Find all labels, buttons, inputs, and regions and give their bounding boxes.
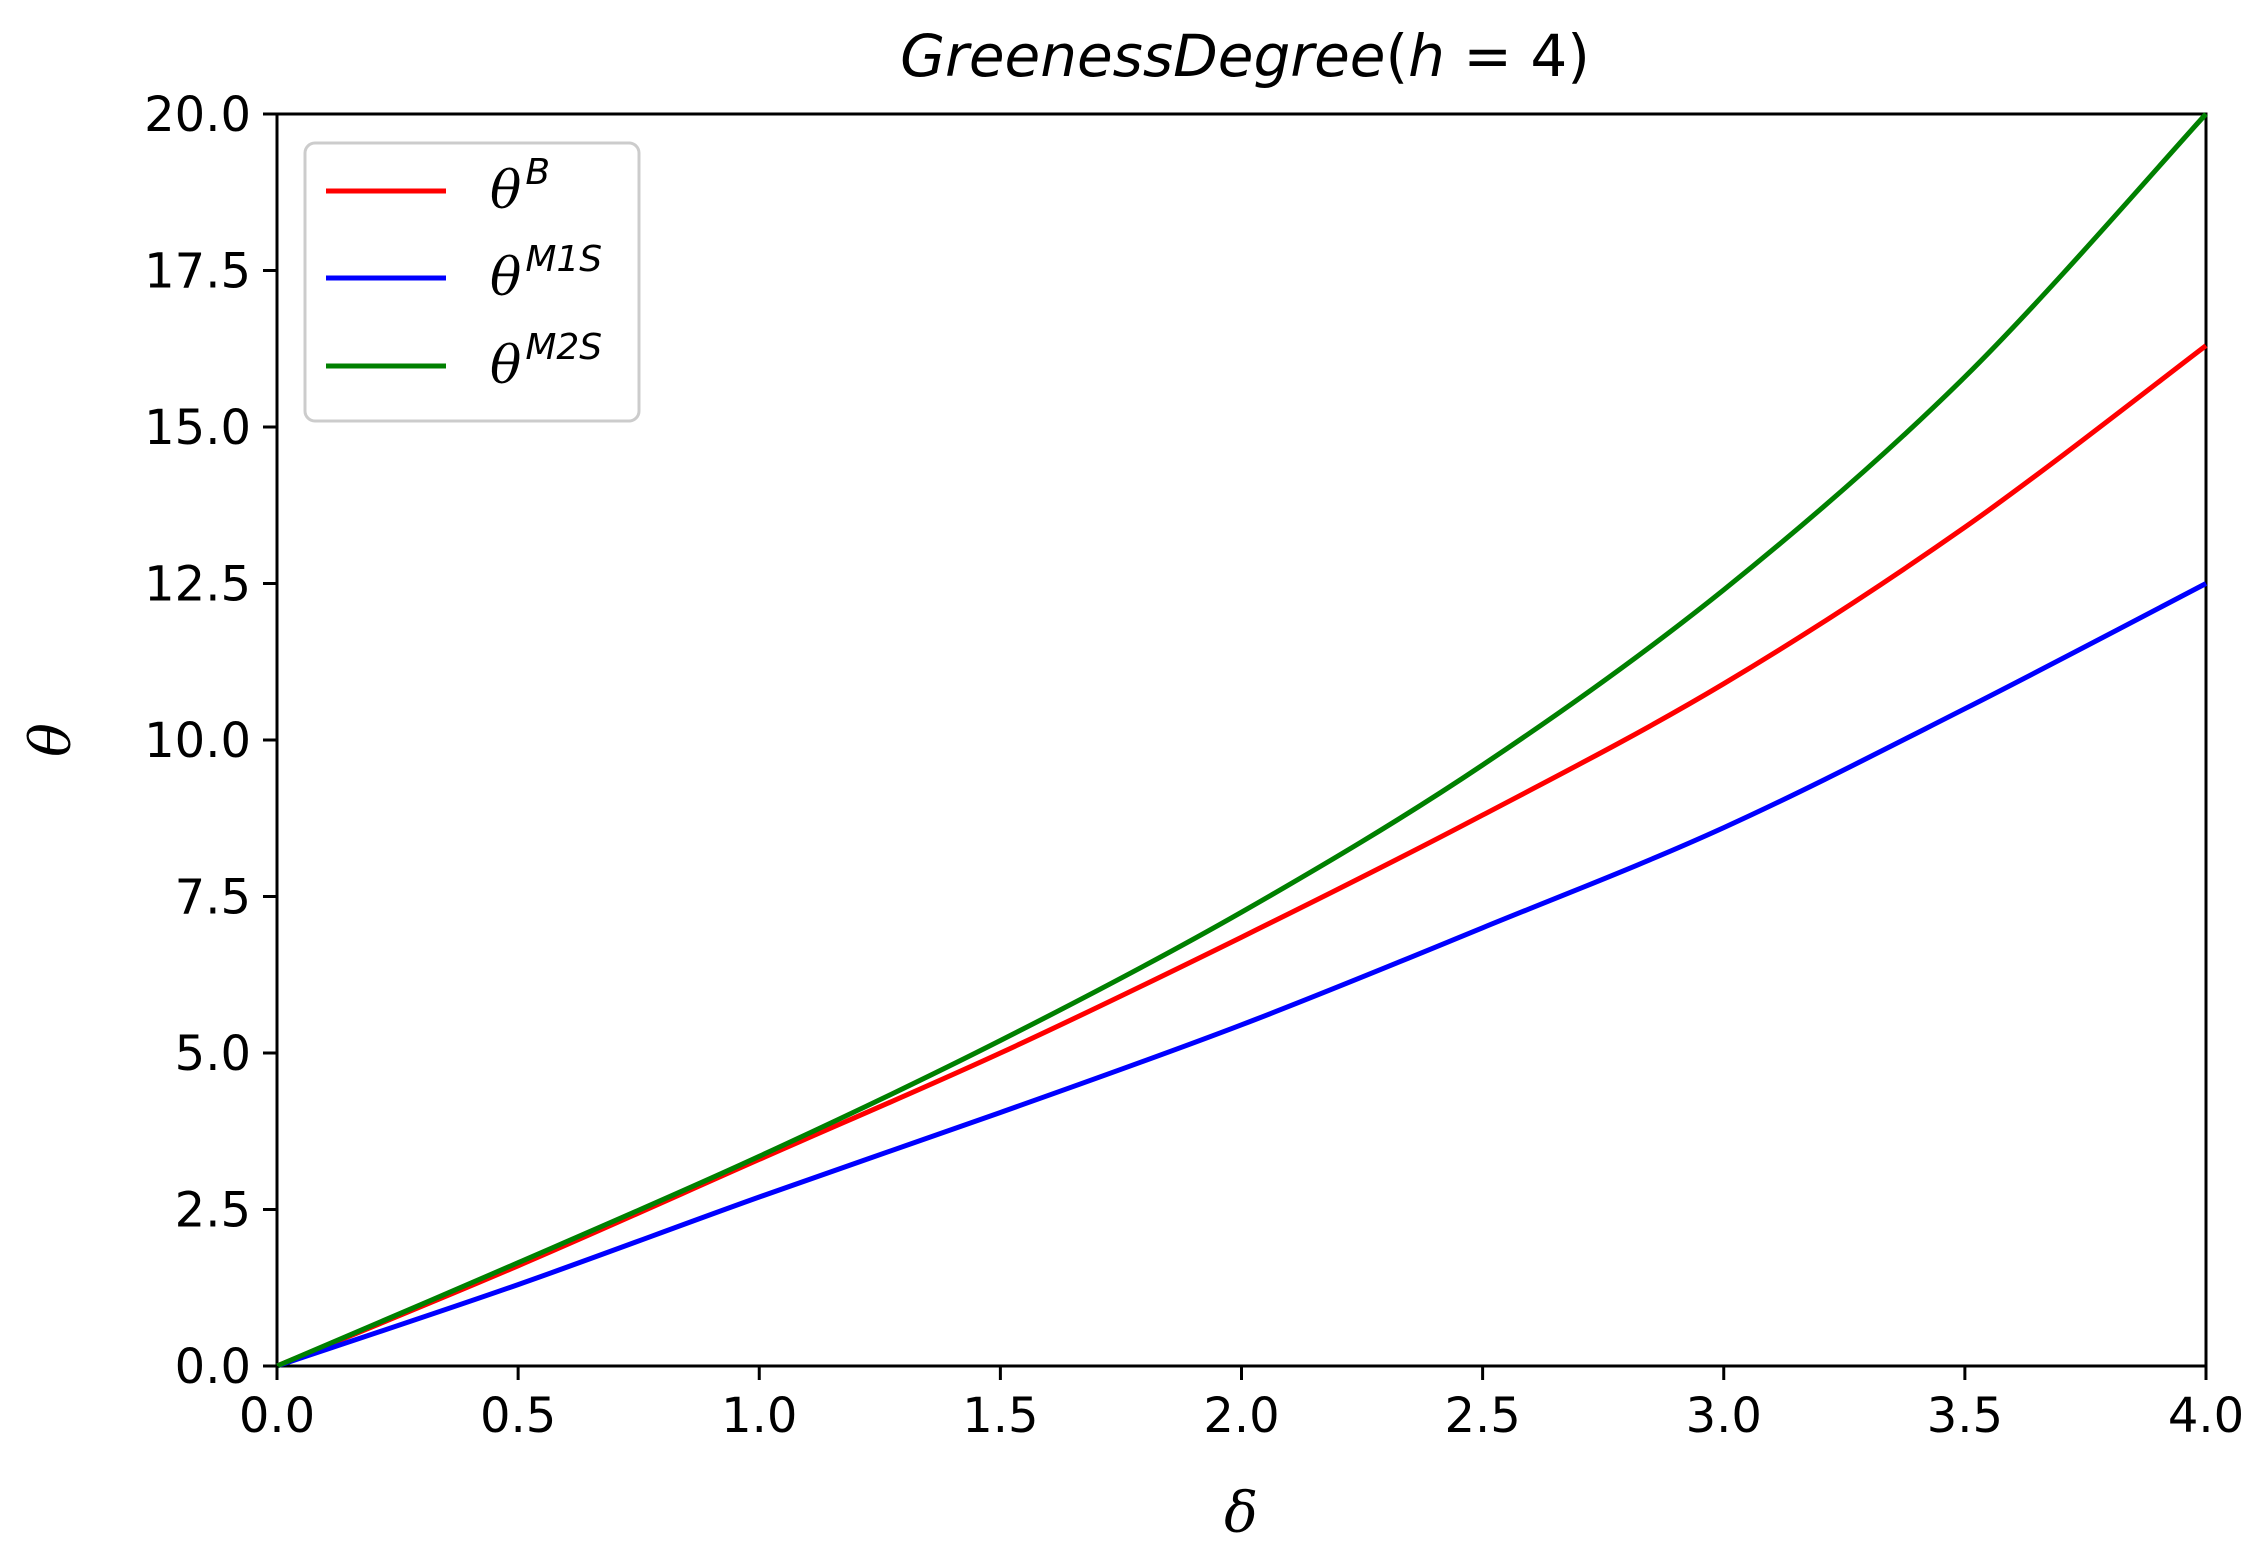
chart-title-eq: = 4 bbox=[1445, 22, 1567, 90]
x-axis-label: δ bbox=[1224, 1481, 1258, 1546]
legend-box bbox=[303, 141, 641, 423]
y-tick-label: 12.5 bbox=[144, 557, 251, 613]
y-tick-label: 15.0 bbox=[144, 400, 251, 456]
y-tick-label: 7.5 bbox=[175, 870, 251, 926]
chart-title-name: GreenessDegree bbox=[900, 22, 1385, 90]
series-line-m2s bbox=[276, 112, 2208, 1369]
legend-label: θ M2S bbox=[490, 327, 602, 396]
series-group bbox=[276, 112, 2208, 1369]
x-tick-label: 2.0 bbox=[1203, 1388, 1279, 1444]
chart-title: GreenessDegree(h = 4) bbox=[900, 22, 1590, 90]
x-tick-label: 0.5 bbox=[480, 1388, 556, 1444]
x-tick-label: 3.0 bbox=[1686, 1388, 1762, 1444]
legend: θ B θ M1S θ M2S bbox=[303, 141, 641, 423]
x-tick-label: 3.5 bbox=[1927, 1388, 2003, 1444]
x-tick-label: 0.0 bbox=[239, 1388, 315, 1444]
legend-item-m1s: θ M1S bbox=[326, 239, 602, 308]
y-axis: 0.0 2.5 5.0 7.5 10.0 12.5 15.0 17.5 20.0 bbox=[144, 87, 277, 1395]
y-tick-label: 5.0 bbox=[175, 1026, 251, 1082]
x-axis: 0.0 0.5 1.0 1.5 2.0 2.5 3.0 3.5 4.0 bbox=[239, 1366, 2244, 1444]
chart-title-open: ( bbox=[1386, 22, 1409, 90]
x-tick-label: 2.5 bbox=[1444, 1388, 1520, 1444]
legend-item-m2s: θ M2S bbox=[326, 327, 602, 396]
y-axis-label: θ bbox=[19, 723, 84, 757]
y-tick-label: 17.5 bbox=[144, 244, 251, 300]
y-tick-label: 0.0 bbox=[175, 1339, 251, 1395]
chart-title-close: ) bbox=[1567, 22, 1590, 90]
y-tick-label: 2.5 bbox=[175, 1183, 251, 1239]
x-tick-label: 1.5 bbox=[962, 1388, 1038, 1444]
y-tick-label: 10.0 bbox=[144, 713, 251, 769]
series-line-b bbox=[276, 343, 2208, 1369]
y-tick-label: 20.0 bbox=[144, 87, 251, 143]
legend-label: θ M1S bbox=[490, 239, 602, 308]
x-tick-label: 4.0 bbox=[2168, 1388, 2244, 1444]
chart-title-var: h bbox=[1408, 22, 1445, 90]
x-tick-label: 1.0 bbox=[721, 1388, 797, 1444]
series-line-m1s bbox=[276, 581, 2208, 1369]
